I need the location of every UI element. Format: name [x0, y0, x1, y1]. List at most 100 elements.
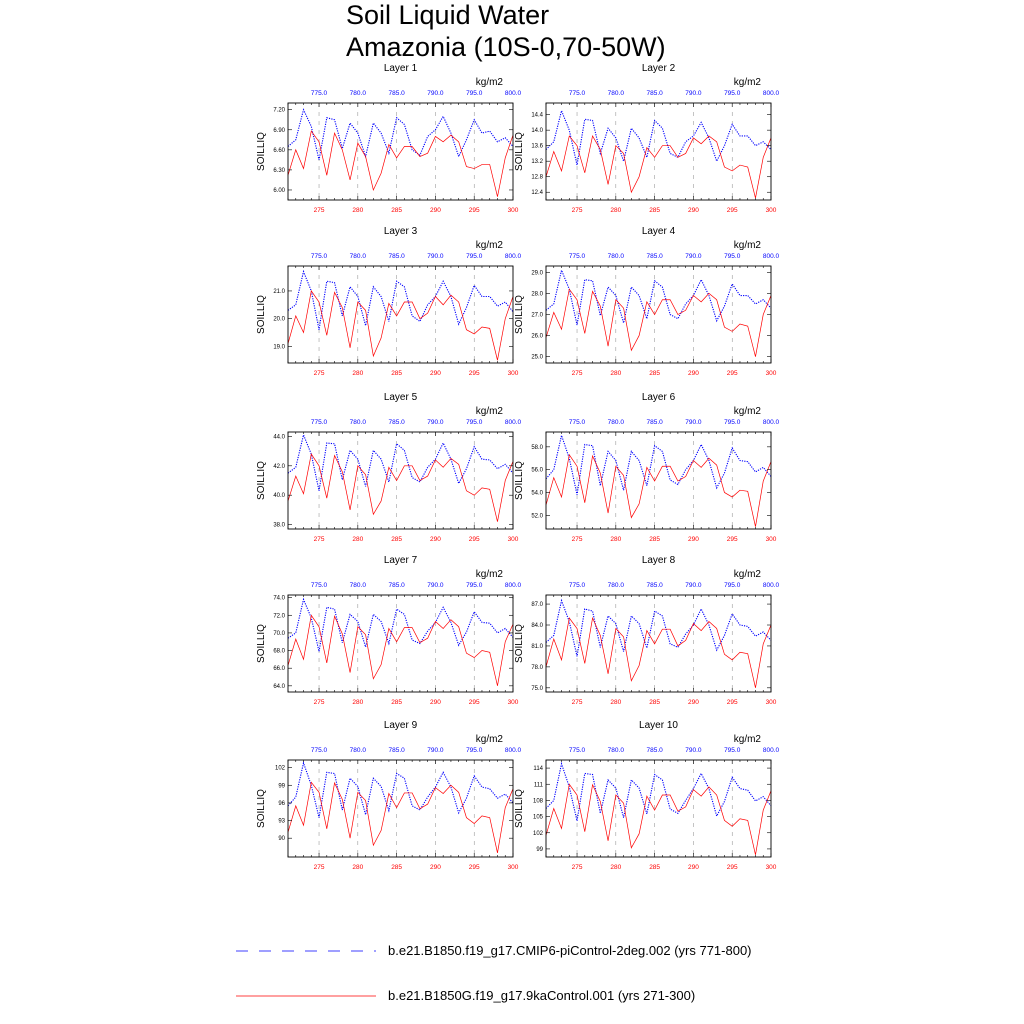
x-tick-label-top: 785.0: [646, 90, 663, 97]
x-tick-label-top: 775.0: [569, 419, 586, 426]
y-axis-label: SOILLIQ: [514, 295, 525, 334]
panel-layer-8: Layer 8 kg/m2 275 280 285 290 295 300 775.0 780.0…: [514, 555, 780, 706]
x-tick-label-bottom: 300: [508, 864, 519, 871]
x-tick-label-bottom: 300: [508, 207, 519, 214]
panel-unit-label: kg/m2: [734, 240, 762, 251]
x-tick-label-bottom: 300: [508, 699, 519, 706]
x-tick-label-bottom: 290: [688, 536, 699, 543]
y-tick-label: 68.0: [273, 649, 285, 655]
y-axis-label: SOILLIQ: [256, 132, 267, 171]
x-tick-label-bottom: 295: [727, 536, 738, 543]
y-tick-label: 12.8: [531, 175, 543, 181]
x-tick-label-top: 800.0: [505, 253, 522, 260]
series-line-red: [545, 616, 772, 688]
series-line-blue: [545, 761, 772, 822]
x-tick-label-top: 775.0: [311, 747, 328, 754]
panel-title: Layer 7: [384, 555, 418, 566]
y-tick-label: 84.0: [531, 623, 543, 629]
x-tick-label-top: 780.0: [350, 90, 367, 97]
y-tick-label: 52.0: [531, 513, 543, 519]
x-tick-label-bottom: 285: [391, 864, 402, 871]
x-tick-label-bottom: 300: [766, 864, 777, 871]
panel-title: Layer 2: [642, 63, 676, 74]
series-line-blue: [287, 760, 514, 818]
x-tick-label-bottom: 290: [688, 699, 699, 706]
x-tick-label-bottom: 285: [391, 536, 402, 543]
x-tick-label-top: 790.0: [685, 90, 702, 97]
legend: b.e21.B1850.f19_g17.CMIP6-piControl-2deg…: [236, 943, 752, 1003]
panel-unit-label: kg/m2: [734, 406, 762, 417]
x-tick-label-bottom: 280: [610, 207, 621, 214]
x-tick-label-top: 790.0: [427, 253, 444, 260]
series-line-blue: [545, 268, 772, 326]
y-tick-label: 70.0: [273, 631, 285, 637]
x-tick-label-top: 795.0: [466, 253, 483, 260]
x-tick-label-bottom: 290: [430, 536, 441, 543]
plot-frame: [287, 594, 514, 693]
x-tick-label-top: 800.0: [505, 747, 522, 754]
x-tick-label-bottom: 285: [649, 536, 660, 543]
panel-layer-9: Layer 9 kg/m2 275 280 285 290 295 300 775.0 780.0…: [256, 720, 522, 871]
x-tick-label-top: 785.0: [646, 747, 663, 754]
x-tick-label-bottom: 285: [649, 370, 660, 377]
series-line-red: [545, 453, 772, 527]
series-line-red: [287, 453, 514, 522]
series-line-red: [545, 135, 772, 199]
x-tick-label-top: 775.0: [311, 253, 328, 260]
panel-unit-label: kg/m2: [476, 569, 504, 580]
y-axis-label: SOILLIQ: [256, 789, 267, 828]
x-tick-label-bottom: 280: [610, 536, 621, 543]
x-tick-label-top: 800.0: [763, 253, 780, 260]
panel-unit-label: kg/m2: [734, 77, 762, 88]
x-tick-label-bottom: 275: [572, 864, 583, 871]
x-tick-label-bottom: 280: [352, 536, 363, 543]
panel-unit-label: kg/m2: [476, 406, 504, 417]
x-tick-label-bottom: 295: [727, 864, 738, 871]
x-tick-label-top: 795.0: [466, 419, 483, 426]
x-tick-label-top: 780.0: [608, 747, 625, 754]
y-tick-label: 38.0: [273, 523, 285, 529]
panel-unit-label: kg/m2: [476, 734, 504, 745]
y-tick-label: 111: [534, 782, 544, 788]
series-line-blue: [287, 597, 514, 652]
x-tick-label-top: 795.0: [724, 90, 741, 97]
x-tick-label-bottom: 285: [391, 370, 402, 377]
legend-label-blue: b.e21.B1850.f19_g17.CMIP6-piControl-2deg…: [388, 943, 752, 958]
y-tick-label: 90: [278, 836, 285, 842]
y-tick-label: 21.0: [273, 289, 285, 295]
x-tick-label-top: 795.0: [724, 419, 741, 426]
x-tick-label-top: 800.0: [505, 419, 522, 426]
x-tick-label-top: 785.0: [646, 582, 663, 589]
y-tick-label: 42.0: [273, 464, 285, 470]
y-tick-label: 72.0: [273, 613, 285, 619]
y-tick-label: 13.6: [531, 144, 543, 150]
x-tick-label-top: 780.0: [350, 253, 367, 260]
panel-unit-label: kg/m2: [476, 240, 504, 251]
x-tick-label-top: 785.0: [388, 253, 405, 260]
x-tick-label-top: 775.0: [569, 90, 586, 97]
x-tick-label-top: 780.0: [608, 582, 625, 589]
x-tick-label-top: 780.0: [608, 419, 625, 426]
x-tick-label-top: 785.0: [388, 582, 405, 589]
y-tick-label: 14.4: [531, 113, 543, 119]
x-tick-label-top: 780.0: [350, 419, 367, 426]
x-tick-label-top: 775.0: [569, 747, 586, 754]
x-tick-label-bottom: 295: [727, 370, 738, 377]
x-tick-label-top: 780.0: [350, 582, 367, 589]
y-tick-label: 78.0: [531, 665, 543, 671]
x-tick-label-bottom: 275: [314, 699, 325, 706]
x-tick-label-top: 790.0: [427, 90, 444, 97]
y-axis-label: SOILLIQ: [514, 624, 525, 663]
y-tick-label: 56.0: [531, 468, 543, 474]
x-tick-label-bottom: 280: [352, 370, 363, 377]
x-tick-label-bottom: 280: [352, 699, 363, 706]
x-tick-label-top: 785.0: [388, 747, 405, 754]
x-tick-label-top: 795.0: [466, 90, 483, 97]
x-tick-label-bottom: 275: [572, 699, 583, 706]
x-tick-label-top: 790.0: [427, 747, 444, 754]
y-tick-label: 6.90: [273, 128, 285, 134]
x-tick-label-bottom: 295: [469, 207, 480, 214]
y-tick-label: 108: [533, 798, 544, 804]
panel-layer-7: Layer 7 kg/m2 275 280 285 290 295 300 775.0 780.0…: [256, 555, 522, 706]
